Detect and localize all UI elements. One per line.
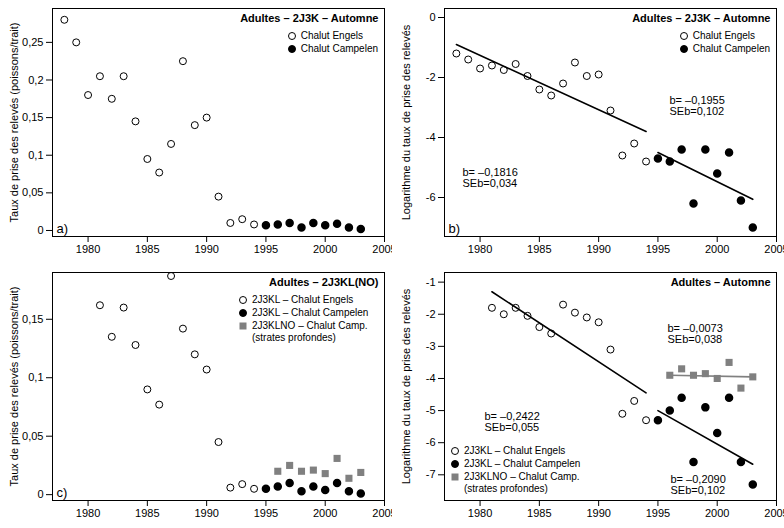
svg-text:Adultes – 2J3KL(NO): Adultes – 2J3KL(NO) <box>269 276 379 288</box>
svg-text:1980: 1980 <box>76 507 100 519</box>
svg-text:Adultes – 2J3K – Automne: Adultes – 2J3K – Automne <box>632 12 770 24</box>
html-text:2J3KL – Chalut Engels: 2J3KL – Chalut Engels <box>252 294 354 305</box>
svg-text:2000: 2000 <box>705 243 729 255</box>
svg-text:b= –0,1816SEb=0,034: b= –0,1816SEb=0,034 <box>463 166 518 189</box>
svg-text:-6: -6 <box>426 191 436 203</box>
svg-text:2005: 2005 <box>372 243 392 255</box>
svg-text:Logarithme du taux de prise de: Logarithme du taux de prise des relevés <box>400 24 412 220</box>
svg-text:0,25: 0,25 <box>22 36 43 48</box>
svg-text:1995: 1995 <box>254 243 278 255</box>
svg-text:0: 0 <box>37 224 43 236</box>
svg-text:Taux de prise des relevés (poi: Taux de prise des relevés (poissons/trai… <box>8 23 20 223</box>
svg-text:-2: -2 <box>426 71 436 83</box>
svg-text:2000: 2000 <box>313 243 337 255</box>
svg-text:b): b) <box>449 221 461 236</box>
svg-text:0,15: 0,15 <box>22 111 43 123</box>
svg-text:-5: -5 <box>426 404 436 416</box>
svg-text:1995: 1995 <box>646 507 670 519</box>
svg-text:1985: 1985 <box>527 507 551 519</box>
svg-text:1985: 1985 <box>527 243 551 255</box>
html-text:2J3KLNO – Chalut Camp. (strate: 2J3KLNO – Chalut Camp. (strates profonde… <box>252 320 368 343</box>
svg-text:2005: 2005 <box>764 243 784 255</box>
svg-text:Logarithme du taux de prise de: Logarithme du taux de prise des relevés <box>400 288 412 484</box>
html-text:2J3KLNO – Chalut Camp. (strate: 2J3KLNO – Chalut Camp. (strates profonde… <box>464 471 580 494</box>
html-text:Chalut Engels: Chalut Engels <box>300 30 363 41</box>
svg-text:-3: -3 <box>426 340 436 352</box>
svg-text:1990: 1990 <box>586 243 610 255</box>
svg-text:0: 0 <box>37 488 43 500</box>
svg-text:1985: 1985 <box>135 243 159 255</box>
svg-text:-2: -2 <box>426 308 436 320</box>
svg-text:1990: 1990 <box>586 507 610 519</box>
svg-text:1995: 1995 <box>254 507 278 519</box>
svg-text:-6: -6 <box>426 436 436 448</box>
svg-text:0,05: 0,05 <box>22 430 43 442</box>
svg-text:-1: -1 <box>426 276 436 288</box>
svg-text:2005: 2005 <box>372 507 392 519</box>
svg-text:1990: 1990 <box>194 243 218 255</box>
svg-text:0,05: 0,05 <box>22 186 43 198</box>
svg-text:c): c) <box>57 485 68 500</box>
svg-text:b= –0,1955SEb=0,102: b= –0,1955SEb=0,102 <box>670 94 725 117</box>
svg-text:0,1: 0,1 <box>28 149 43 161</box>
svg-text:2000: 2000 <box>313 507 337 519</box>
html-text:2J3KL – Chalut Engels: 2J3KL – Chalut Engels <box>464 445 566 456</box>
svg-text:1980: 1980 <box>76 243 100 255</box>
svg-text:2005: 2005 <box>764 507 784 519</box>
svg-text:Taux de prise des relevés (poi: Taux de prise des relevés (poissons/trai… <box>8 287 20 487</box>
svg-text:0,2: 0,2 <box>28 74 43 86</box>
svg-text:b= –0,0073SEb=0,038: b= –0,0073SEb=0,038 <box>668 322 723 345</box>
svg-text:1980: 1980 <box>468 507 492 519</box>
svg-text:0,1: 0,1 <box>28 371 43 383</box>
svg-text:1985: 1985 <box>135 507 159 519</box>
html-text:2J3KL – Chalut Campelen: 2J3KL – Chalut Campelen <box>252 307 369 318</box>
html-text:Chalut Engels: Chalut Engels <box>692 30 755 41</box>
svg-text:1990: 1990 <box>194 507 218 519</box>
svg-text:a): a) <box>57 221 69 236</box>
svg-text:Adultes – 2J3K – Automne: Adultes – 2J3K – Automne <box>240 12 378 24</box>
svg-text:-4: -4 <box>426 372 436 384</box>
svg-text:2000: 2000 <box>705 507 729 519</box>
svg-text:b= –0,2090SEb=0,102: b= –0,2090SEb=0,102 <box>671 473 726 496</box>
svg-text:b= –0,2422SEb=0,055: b= –0,2422SEb=0,055 <box>485 410 540 433</box>
svg-text:1995: 1995 <box>646 243 670 255</box>
svg-text:-7: -7 <box>426 468 436 480</box>
svg-text:Adultes – Automne: Adultes – Automne <box>671 276 771 288</box>
html-text:Chalut Campelen: Chalut Campelen <box>300 43 378 54</box>
html-text:Chalut Campelen: Chalut Campelen <box>692 43 770 54</box>
html-text:2J3KL – Chalut Campelen: 2J3KL – Chalut Campelen <box>464 458 581 469</box>
svg-text:-4: -4 <box>426 131 436 143</box>
svg-text:0: 0 <box>429 11 435 23</box>
svg-text:1980: 1980 <box>468 243 492 255</box>
svg-text:0,15: 0,15 <box>22 313 43 325</box>
